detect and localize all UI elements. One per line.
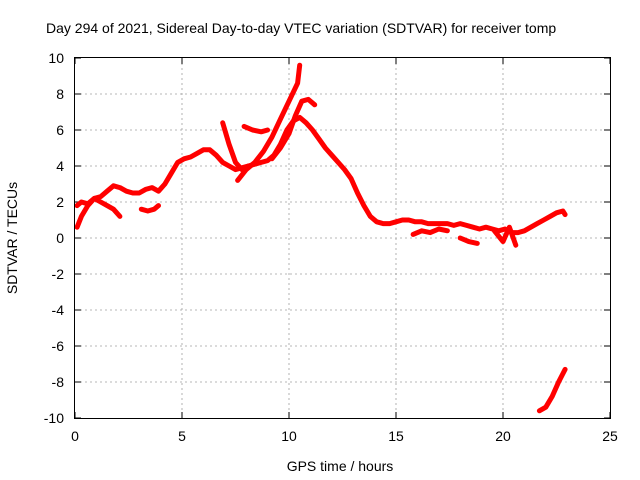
series-negative-22h: [536, 366, 568, 414]
series-late-dips: [410, 226, 450, 237]
series-lower-branch: [74, 195, 123, 230]
x-axis-label: GPS time / hours: [287, 458, 394, 474]
series-late-dips-2: [457, 235, 480, 246]
series-dip-3h: [138, 203, 161, 214]
y-tick-label: 0: [56, 230, 64, 246]
series-main: [74, 114, 568, 236]
series-branch-8h: [241, 123, 271, 135]
grid: [75, 58, 610, 418]
series-branch-7h: [220, 120, 251, 173]
series-late-dips-3: [491, 224, 519, 248]
x-tick-label: 25: [602, 428, 618, 444]
y-tick-label: 8: [56, 86, 64, 102]
y-tick-labels: -10 -8 -6 -4 -2 0 2 4 6 8 10: [44, 50, 64, 426]
y-axis-label: SDTVAR / TECUs: [4, 182, 20, 294]
series-peak-11h: [269, 96, 318, 162]
y-tick-label: 10: [48, 50, 64, 66]
y-tick-label: 2: [56, 194, 64, 210]
y-tick-label: -2: [52, 266, 65, 282]
y-tick-label: 4: [56, 158, 64, 174]
x-tick-label: 0: [71, 428, 79, 444]
x-tick-labels: 0 5 10 15 20 25: [71, 428, 618, 444]
y-tick-label: -4: [52, 302, 65, 318]
y-tick-label: 6: [56, 122, 64, 138]
x-tick-label: 20: [495, 428, 511, 444]
x-tick-label: 10: [281, 428, 297, 444]
series-group: [74, 62, 568, 414]
y-tick-label: -10: [44, 410, 64, 426]
tick-marks: [74, 57, 611, 419]
y-tick-label: -8: [52, 374, 65, 390]
y-tick-label: -6: [52, 338, 65, 354]
x-tick-label: 5: [178, 428, 186, 444]
plot-frame: [74, 57, 611, 419]
chart-title: Day 294 of 2021, Sidereal Day-to-day VTE…: [46, 20, 556, 36]
x-tick-label: 15: [388, 428, 404, 444]
